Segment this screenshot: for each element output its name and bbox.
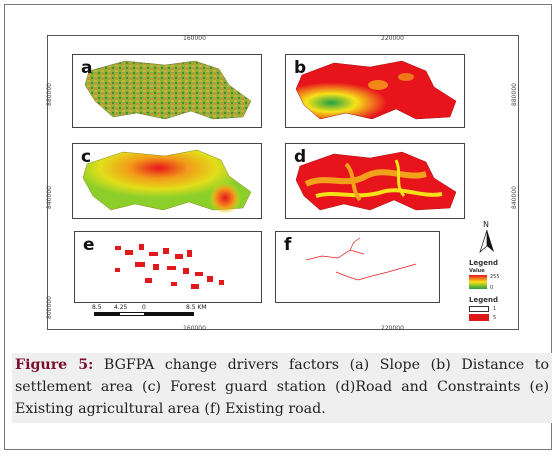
legend1-title: Legend — [469, 259, 498, 267]
panel-a-letter: a — [81, 58, 93, 78]
legend2-swatch-5 — [469, 314, 489, 321]
slope-map — [84, 60, 252, 120]
y-tick-left-800000: 800000 — [45, 296, 53, 319]
north-arrow: N — [476, 220, 498, 254]
panel-c-letter: c — [81, 147, 92, 167]
map-layout: 160000 220000 160000 220000 880000 84000… — [45, 35, 519, 332]
settlement-map — [295, 60, 457, 120]
panel-f-letter: f — [284, 235, 292, 255]
agricultural-map — [115, 244, 224, 289]
scale-tick-4: 8.5 KM — [186, 304, 207, 311]
panel-d-letter: d — [294, 147, 307, 167]
scale-tick-3: 0 — [142, 304, 146, 311]
figure-caption: Figure 5: BGFPA change drivers factors (… — [12, 353, 552, 423]
y-tick-right-880000: 880000 — [510, 83, 518, 106]
road-constraints-map — [295, 151, 457, 211]
legend1-low: 0 — [490, 285, 494, 291]
y-tick-left-840000: 840000 — [45, 186, 53, 209]
road-map — [305, 237, 417, 281]
legend1-gradient — [469, 275, 487, 289]
x-tick-bottom-220000: 220000 — [381, 325, 404, 332]
legend1-subtitle: Value — [469, 268, 485, 274]
panel-d-road-constraints: d — [285, 143, 465, 219]
x-tick-top-220000: 220000 — [381, 35, 404, 42]
scale-tick-1: 8.5 — [92, 304, 102, 311]
panel-e-agricultural: e — [74, 231, 262, 303]
legend2-val1: 1 — [493, 306, 497, 312]
x-tick-bottom-160000: 160000 — [183, 325, 206, 332]
panel-a-slope: a — [72, 54, 262, 128]
scale-bar — [94, 312, 194, 316]
legend2-val2: 5 — [493, 315, 497, 321]
panel-b-settlement: b — [285, 54, 465, 128]
panel-f-road: f — [275, 231, 440, 303]
guard-station-map — [82, 149, 252, 214]
panel-b-letter: b — [294, 58, 307, 78]
scale-tick-2: 4.25 — [114, 304, 128, 311]
figure-label: Figure 5: — [15, 357, 94, 373]
north-arrow-icon — [479, 230, 494, 254]
y-tick-left-880000: 880000 — [45, 83, 53, 106]
legend1-high: 255 — [490, 274, 500, 280]
legend2-swatch-1 — [469, 306, 489, 312]
legend2-title: Legend — [469, 296, 498, 304]
x-tick-top-160000: 160000 — [183, 35, 206, 42]
y-tick-right-840000: 840000 — [510, 186, 518, 209]
panel-e-letter: e — [83, 235, 95, 255]
caption-text: BGFPA change drivers factors (a) Slope (… — [15, 357, 549, 417]
figure-frame: 160000 220000 160000 220000 880000 84000… — [4, 4, 552, 450]
panel-c-guard-station: c — [72, 143, 262, 219]
north-label: N — [483, 220, 489, 229]
